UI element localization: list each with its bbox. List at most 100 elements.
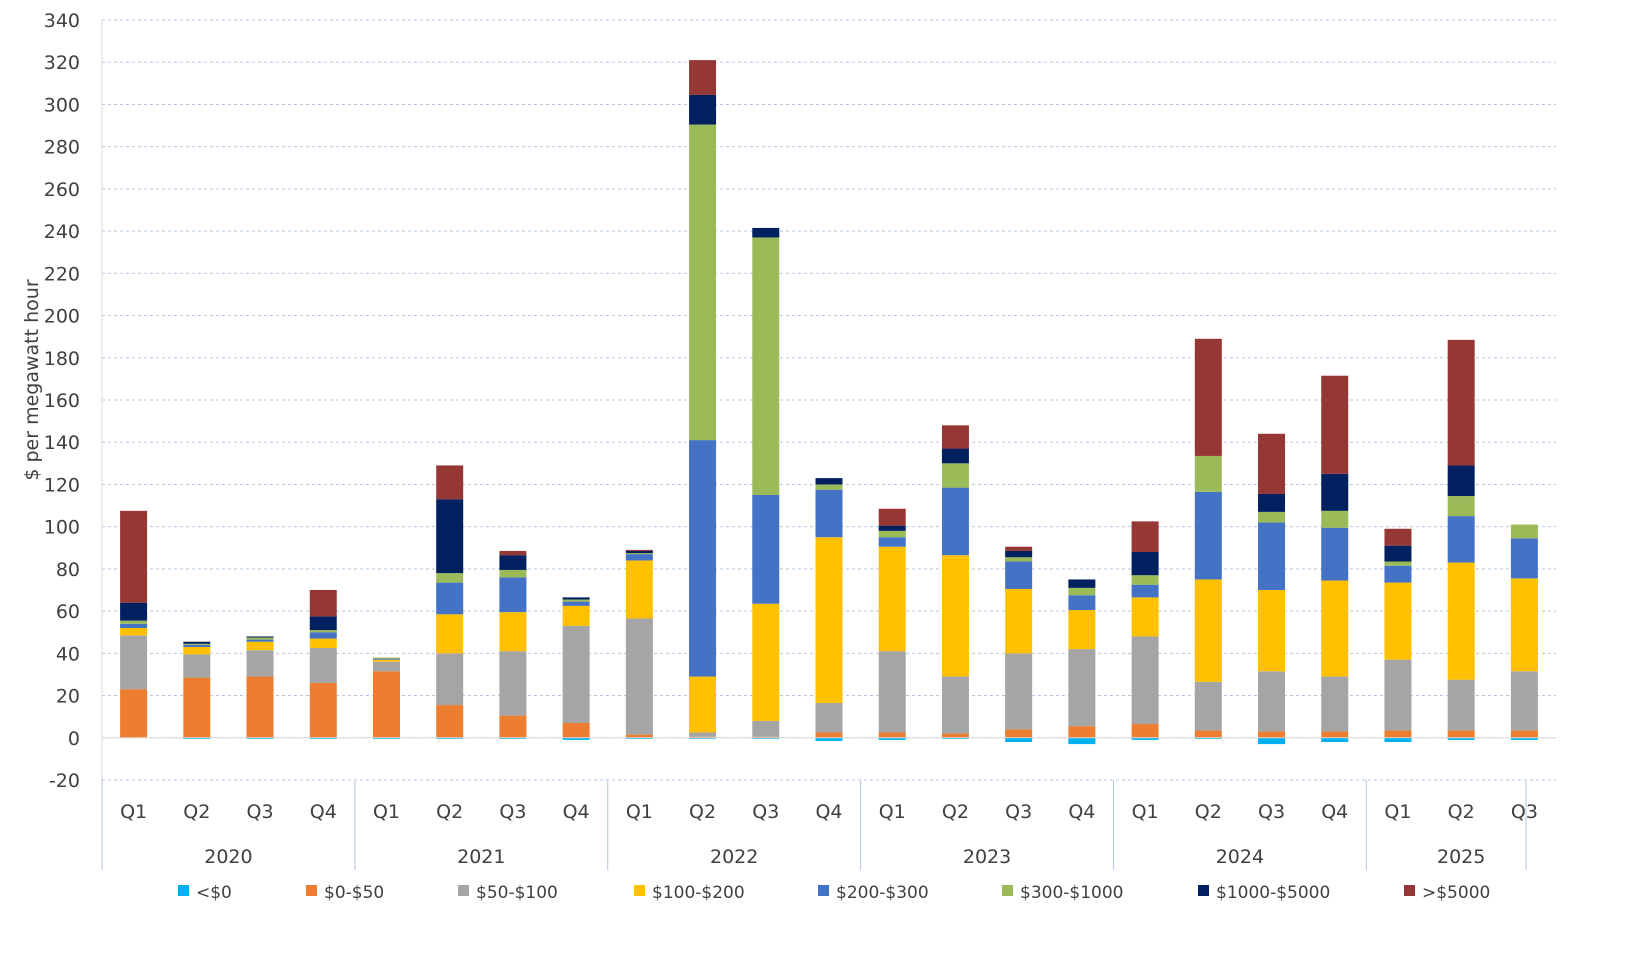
y-tick-label: 140	[44, 432, 80, 454]
bar-segment	[1321, 510, 1349, 528]
y-tick-label: 260	[44, 179, 80, 201]
bar-segment	[499, 651, 527, 716]
bar-segment	[1258, 737, 1286, 745]
bar-segment	[815, 484, 843, 490]
bar-segment	[878, 651, 906, 733]
bar-segment	[1005, 550, 1033, 558]
bar-segment	[499, 555, 527, 570]
bar-segment	[1194, 681, 1222, 731]
bar-segment	[246, 676, 274, 738]
bar-segment	[1384, 545, 1412, 562]
bar-segment	[309, 590, 337, 617]
bar-segment	[1384, 561, 1412, 566]
year-label: 2023	[963, 846, 1011, 868]
y-tick-label: 220	[44, 263, 80, 285]
bar-segment	[309, 616, 337, 631]
y-tick-label: 80	[56, 559, 80, 581]
bar-segment	[562, 625, 590, 723]
bar-segment	[1384, 565, 1412, 583]
bar-segment	[689, 736, 717, 738]
bar-segment	[815, 737, 843, 741]
bar-segment	[1258, 731, 1286, 738]
bar-segment	[246, 737, 274, 739]
y-tick-label: 200	[44, 306, 80, 328]
bar-segment	[1384, 528, 1412, 546]
bar-segment	[1068, 737, 1096, 745]
bar-segment	[815, 732, 843, 738]
x-tick-label: Q3	[1005, 801, 1032, 823]
bar-segment	[752, 603, 780, 721]
bar-segment	[309, 682, 337, 738]
bar-segment	[878, 508, 906, 526]
x-tick-label: Q3	[752, 801, 779, 823]
x-tick-label: Q4	[1321, 801, 1348, 823]
bar-segment	[815, 489, 843, 538]
bar-segment	[246, 650, 274, 677]
y-axis-title: $ per megawatt hour	[21, 279, 43, 480]
bar-segment	[309, 648, 337, 683]
bar-segment	[1194, 338, 1222, 456]
bar-segment	[815, 478, 843, 485]
bar-segment	[1131, 737, 1159, 740]
bar-segment	[1194, 491, 1222, 580]
legend-label: >$5000	[1422, 883, 1490, 903]
bar-segment	[372, 659, 400, 662]
bar-segment	[1510, 538, 1538, 579]
bar-segment	[878, 530, 906, 538]
bar-segment	[1068, 649, 1096, 727]
bar-segment	[1194, 455, 1222, 492]
bar-segment	[499, 550, 527, 556]
bar-segment	[183, 647, 211, 655]
bar-segment	[1068, 726, 1096, 738]
bar-segment	[246, 639, 274, 642]
legend-label: <$0	[196, 883, 232, 903]
bar-segment	[183, 654, 211, 678]
bar-segment	[436, 582, 464, 615]
bar-segment	[625, 737, 653, 739]
bar-segment	[1194, 579, 1222, 682]
bar-segment	[1005, 737, 1033, 742]
y-tick-label: 40	[56, 643, 80, 665]
x-tick-label: Q1	[373, 801, 400, 823]
x-tick-label: Q2	[689, 801, 716, 823]
legend-label: $200-$300	[836, 883, 929, 903]
bar-segment	[1447, 465, 1475, 497]
bar-segment	[1384, 730, 1412, 738]
bar-segment	[372, 661, 400, 672]
legend-label: $50-$100	[476, 883, 558, 903]
bar-segment	[625, 618, 653, 735]
bar-segment	[689, 440, 717, 677]
bar-segment	[499, 612, 527, 652]
bar-segment	[1447, 562, 1475, 680]
bar-segment	[1005, 729, 1033, 738]
bar-segment	[1194, 737, 1222, 739]
bar-segment	[562, 599, 590, 602]
bar-segment	[752, 737, 780, 739]
bar-segment	[1068, 595, 1096, 611]
bar-segment	[183, 737, 211, 739]
legend-label: $300-$1000	[1020, 883, 1123, 903]
x-tick-label: Q1	[1384, 801, 1411, 823]
bar-segment	[436, 737, 464, 739]
axes: -20 0 20 40 60 80 100 120 140 160 180 200 220 240 260 2…	[21, 10, 1556, 870]
y-tick-label: 20	[56, 686, 80, 708]
bar-segment	[752, 237, 780, 495]
x-tick-label: Q4	[310, 801, 337, 823]
x-tick-label: Q3	[1511, 801, 1538, 823]
bar-segment	[941, 555, 969, 677]
bar-segment	[625, 554, 653, 561]
bar-segment	[309, 632, 337, 639]
bar-segment	[562, 723, 590, 738]
bar-segment	[625, 734, 653, 738]
bar-segment	[120, 620, 148, 624]
bar-segment	[562, 601, 590, 606]
x-tick-label: Q2	[1195, 801, 1222, 823]
y-tick-label: 340	[44, 10, 80, 32]
bar-segment	[183, 644, 211, 647]
bar-segment	[436, 573, 464, 583]
bar-segment	[1321, 580, 1349, 677]
x-tick-label: Q1	[1132, 801, 1159, 823]
x-tick-label: Q1	[879, 801, 906, 823]
